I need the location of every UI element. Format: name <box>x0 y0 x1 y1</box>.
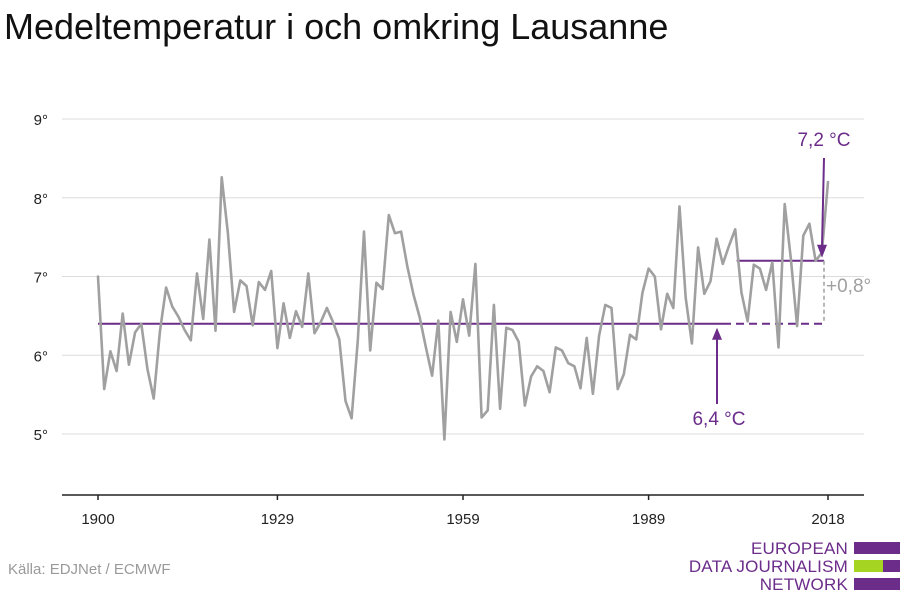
temperature-series-line <box>96 176 830 441</box>
recent-label: 7,2 °C <box>797 130 850 151</box>
y-tick-label: 8° <box>34 191 48 208</box>
recent-arrow-shaft <box>821 157 825 247</box>
logo-line-2: DATA JOURNALISM <box>688 557 848 576</box>
difference-label: +0,8° <box>826 276 871 297</box>
x-tick-label: 1929 <box>261 511 294 528</box>
edjnet-logo: EUROPEAN DATA JOURNALISM NETWORK <box>689 532 900 600</box>
baseline-arrow-head <box>712 327 722 340</box>
x-tick-label: 1959 <box>446 511 479 528</box>
logo-line-1: EUROPEAN <box>750 539 848 558</box>
logo-line-3: NETWORK <box>759 575 848 594</box>
y-tick-label: 5° <box>34 427 48 444</box>
y-tick-label: 6° <box>34 348 48 365</box>
chart-title: Medeltemperatur i och omkring Lausanne <box>4 6 669 47</box>
y-tick-label: 9° <box>34 112 48 129</box>
x-tick-label: 1989 <box>632 511 665 528</box>
x-tick-label: 1900 <box>81 511 114 528</box>
logo-bar-green <box>854 560 900 572</box>
baseline-label: 6,4 °C <box>692 409 745 430</box>
logo-bar-purple-top <box>854 542 900 554</box>
y-tick-label: 7° <box>34 270 48 287</box>
recent-arrow-head <box>817 244 827 258</box>
x-tick-label: 2018 <box>811 511 844 528</box>
logo-bar-purple-bottom <box>854 578 900 590</box>
source-note: Källa: EDJNet / ECMWF <box>8 561 171 578</box>
